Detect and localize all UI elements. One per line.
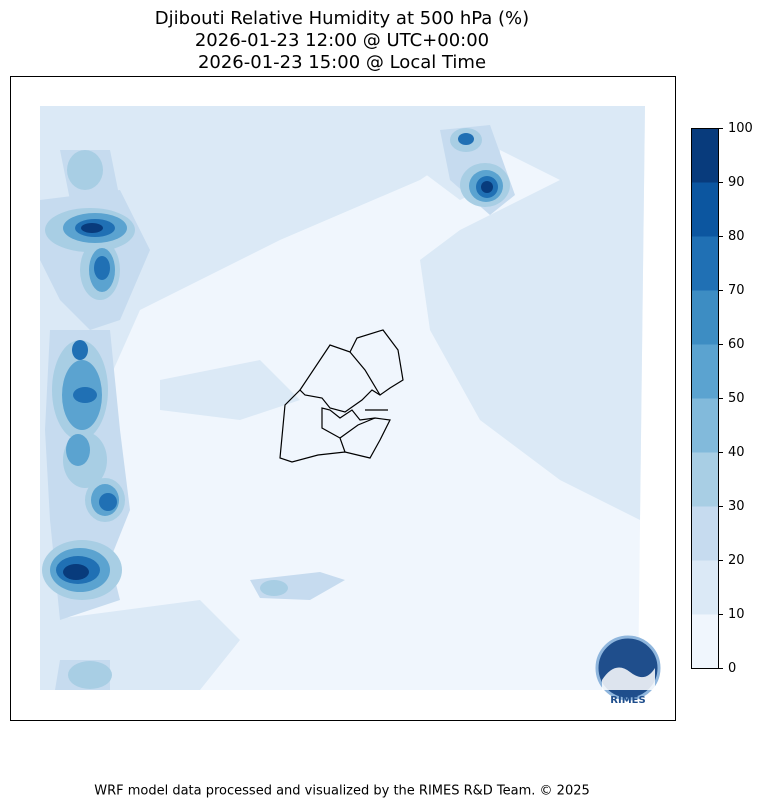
humidity-contour	[63, 564, 89, 580]
humidity-contour	[72, 340, 88, 360]
colorbar-tick-label: 0	[728, 661, 736, 676]
map	[40, 106, 645, 690]
title-line: Djibouti Relative Humidity at 500 hPa (%…	[155, 8, 529, 29]
logo: RIMES	[595, 635, 661, 706]
colorbar-tick-label: 100	[728, 121, 753, 136]
colorbar-tick-label: 10	[728, 607, 745, 622]
colorbar-band	[691, 236, 719, 291]
humidity-contour	[481, 181, 493, 193]
colorbar-band	[691, 398, 719, 453]
colorbar-tick-label: 60	[728, 337, 745, 352]
colorbar-band	[691, 506, 719, 561]
map-frame	[10, 76, 676, 721]
humidity-contour	[260, 580, 288, 596]
humidity-contour	[160, 360, 300, 420]
colorbar-band	[691, 560, 719, 615]
colorbar-band	[691, 452, 719, 507]
title-line: 2026-01-23 15:00 @ Local Time	[198, 52, 486, 73]
colorbar-band	[691, 182, 719, 237]
title-line: 2026-01-23 12:00 @ UTC+00:00	[195, 30, 489, 51]
colorbar-tick-label: 40	[728, 445, 745, 460]
humidity-contour	[68, 661, 112, 689]
colorbar-band	[691, 128, 719, 183]
humidity-contour	[67, 150, 103, 190]
colorbar-tick-label: 80	[728, 229, 745, 244]
humidity-contour	[99, 493, 117, 511]
colorbar-band	[691, 614, 719, 669]
humidity-contour	[420, 106, 645, 520]
colorbar-frame	[691, 128, 719, 669]
colorbar-tick-label: 30	[728, 499, 745, 514]
colorbar-band	[691, 290, 719, 345]
footer: WRF model data processed and visualized …	[94, 784, 590, 799]
humidity-contour	[94, 256, 110, 280]
colorbar-tick-label: 90	[728, 175, 745, 190]
humidity-contour	[40, 106, 500, 690]
colorbar-tick-label: 50	[728, 391, 745, 406]
colorbar-tick-label: 20	[728, 553, 745, 568]
colorbar-band	[691, 344, 719, 399]
colorbar-tick-label: 70	[728, 283, 745, 298]
humidity-contour	[81, 223, 103, 233]
humidity-contour	[66, 434, 90, 466]
colorbar: 0 10 20 30 40 50 60 70 80 90 100	[691, 121, 753, 676]
humidity-contour	[73, 387, 97, 403]
humidity-contour	[458, 133, 474, 145]
logo-text: RIMES	[610, 695, 645, 706]
